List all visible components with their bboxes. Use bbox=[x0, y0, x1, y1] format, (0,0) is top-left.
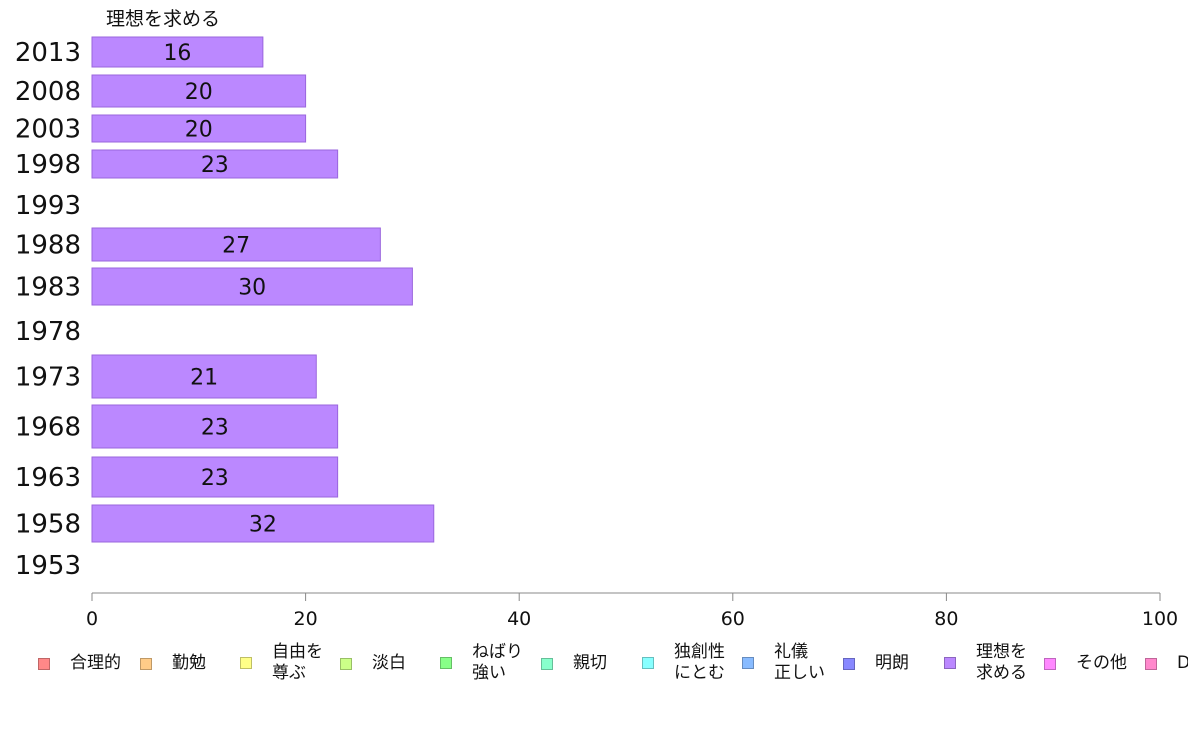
x-tick-label-20: 20 bbox=[294, 608, 318, 630]
legend-label: 親切 bbox=[573, 653, 607, 673]
legend-label: ねばり 強い bbox=[472, 642, 523, 683]
bar-2003 bbox=[91, 114, 307, 143]
x-axis: 0 20 40 60 80 100 bbox=[86, 592, 1178, 630]
bar-value-label-1983: 30 bbox=[238, 276, 266, 301]
legend-swatch bbox=[1145, 657, 1157, 670]
category-label-1978: 1978 bbox=[15, 317, 81, 347]
legend-label: 合理的 bbox=[70, 653, 121, 673]
category-label-1958: 1958 bbox=[15, 510, 81, 540]
bar-1968 bbox=[91, 404, 339, 449]
legend-swatch bbox=[843, 657, 855, 670]
legend-item-11: D bbox=[1145, 653, 1188, 674]
category-label-1973: 1973 bbox=[15, 363, 81, 393]
legend-swatch bbox=[944, 657, 956, 669]
legend-swatch bbox=[240, 657, 252, 669]
bar-1998 bbox=[91, 149, 339, 179]
top-series-label: 理想を求める bbox=[106, 8, 220, 30]
legend-item-10: その他 bbox=[1044, 653, 1127, 674]
legend-swatch bbox=[340, 657, 352, 670]
legend-item-1: 勤勉 bbox=[140, 653, 206, 674]
category-label-1998: 1998 bbox=[15, 150, 81, 180]
legend-label: 独創性 にとむ bbox=[674, 642, 725, 683]
legend-swatch bbox=[642, 657, 654, 669]
legend-item-6: 独創性 にとむ bbox=[642, 642, 725, 684]
legend-swatch bbox=[1044, 657, 1056, 670]
bar-1963 bbox=[91, 456, 339, 498]
category-label-1993: 1993 bbox=[15, 191, 81, 221]
category-label-2003: 2003 bbox=[15, 115, 81, 145]
legend-label: 明朗 bbox=[875, 653, 909, 673]
legend-swatch bbox=[140, 657, 152, 670]
category-label-1968: 1968 bbox=[15, 413, 81, 443]
legend-item-7: 礼儀 正しい bbox=[742, 642, 825, 684]
bars-layer: 16 20 20 23 27 30 21 23 23 32 bbox=[91, 36, 435, 543]
legend-label: 礼儀 正しい bbox=[774, 642, 825, 683]
bar-1983 bbox=[91, 267, 413, 306]
category-label-2013: 2013 bbox=[15, 38, 81, 68]
legend-item-9: 理想を 求める bbox=[944, 642, 1027, 684]
legend-swatch bbox=[541, 657, 553, 670]
legend-swatch bbox=[742, 657, 754, 669]
category-label-1988: 1988 bbox=[15, 231, 81, 261]
legend-label: 自由を 尊ぶ bbox=[272, 642, 323, 683]
category-label-1983: 1983 bbox=[15, 273, 81, 303]
bar-value-label-1988: 27 bbox=[222, 234, 250, 259]
x-tick-label-60: 60 bbox=[721, 608, 745, 630]
legend-label: 理想を 求める bbox=[976, 642, 1027, 683]
bar-value-label-1973: 21 bbox=[190, 366, 218, 391]
legend: 合理的 勤勉 自由を 尊ぶ 淡白 ねばり 強い 親切 独創性 にとむ 礼儀 正しい 明朗 理想を … bbox=[0, 642, 1188, 692]
x-tick-label-0: 0 bbox=[86, 608, 98, 630]
bar-1958 bbox=[91, 504, 435, 543]
legend-item-3: 淡白 bbox=[340, 653, 406, 674]
category-label-1963: 1963 bbox=[15, 463, 81, 493]
legend-swatch bbox=[440, 657, 452, 669]
x-tick-label-100: 100 bbox=[1142, 608, 1178, 630]
bar-value-label-1998: 23 bbox=[201, 153, 229, 178]
legend-item-0: 合理的 bbox=[38, 653, 121, 674]
legend-label: D bbox=[1177, 653, 1188, 673]
bar-1973 bbox=[91, 354, 317, 399]
legend-item-5: 親切 bbox=[541, 653, 607, 674]
legend-item-4: ねばり 強い bbox=[440, 642, 523, 684]
bar-value-label-1958: 32 bbox=[249, 513, 277, 538]
category-label-1953: 1953 bbox=[15, 551, 81, 581]
legend-item-8: 明朗 bbox=[843, 653, 909, 674]
bar-value-label-1963: 23 bbox=[201, 466, 229, 491]
legend-label: 淡白 bbox=[372, 653, 406, 673]
x-tick-label-40: 40 bbox=[507, 608, 531, 630]
bar-value-label-1968: 23 bbox=[201, 416, 229, 441]
x-tick-label-80: 80 bbox=[934, 608, 958, 630]
legend-label: その他 bbox=[1076, 653, 1127, 673]
bar-chart: 理想を求める 16 20 20 23 27 30 21 23 23 32 0 20 40 60 80 100… bbox=[15, 8, 1178, 630]
bar-2013 bbox=[91, 36, 264, 68]
bar-value-label-2003: 20 bbox=[185, 118, 213, 143]
bar-2008 bbox=[91, 74, 307, 108]
bar-value-label-2013: 16 bbox=[163, 41, 191, 66]
legend-item-2: 自由を 尊ぶ bbox=[240, 642, 323, 684]
category-label-2008: 2008 bbox=[15, 77, 81, 107]
bar-1988 bbox=[91, 227, 381, 262]
legend-swatch bbox=[38, 657, 50, 670]
y-axis-categories: 2013 2008 2003 1998 1993 1988 1983 1978 1973 1968… bbox=[15, 38, 81, 581]
bar-value-label-2008: 20 bbox=[185, 80, 213, 105]
legend-label: 勤勉 bbox=[172, 653, 206, 673]
